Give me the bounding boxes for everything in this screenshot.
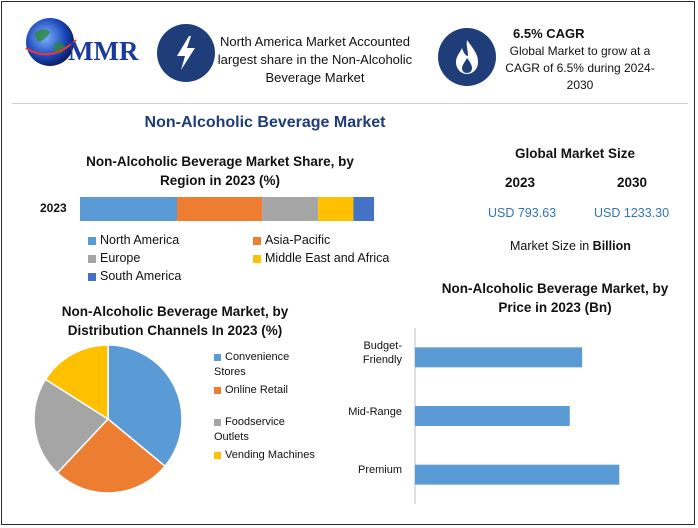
cagr-title: 6.5% CAGR <box>513 26 585 41</box>
legend-label: Foodservice Outlets <box>214 416 285 443</box>
price-bar <box>415 464 620 485</box>
legend-online-retail: Online Retail <box>214 383 314 398</box>
legend-south-america: South America <box>88 269 181 284</box>
region-bar-segment <box>353 197 374 221</box>
legend-label: Convenience Stores <box>214 351 290 378</box>
legend-label: Middle East and Africa <box>265 251 390 265</box>
pie-slice <box>44 344 109 421</box>
market-size-value-2: USD 1233.30 <box>594 206 670 220</box>
market-size-year-1: 2023 <box>505 175 536 190</box>
market-size-value-1: USD 793.63 <box>488 206 557 220</box>
legend-vending-machines: Vending Machines <box>214 448 334 463</box>
market-size-year-2: 2030 <box>617 175 648 190</box>
region-chart-category: 2023 <box>40 201 67 215</box>
legend-convenience-stores: Convenience Stores <box>214 350 314 380</box>
north-america-callout: North America Market Accounted largest s… <box>217 34 413 85</box>
cagr-text: Global Market to grow at a CAGR of 6.5% … <box>505 44 655 92</box>
globe-icon <box>25 18 77 66</box>
legend-asia-pacific: Asia-Pacific <box>253 233 330 248</box>
market-size-unit-prefix: Market Size in <box>510 239 593 253</box>
price-bar <box>415 347 583 368</box>
legend-swatch <box>214 386 221 394</box>
legend-swatch <box>214 418 221 426</box>
logo-text: MMR <box>68 36 139 66</box>
legend-label: South America <box>100 269 182 283</box>
region-bar-segment <box>318 197 354 221</box>
legend-swatch <box>253 236 261 245</box>
legend-mea: Middle East and Africa <box>253 251 389 266</box>
legend-swatch <box>88 254 96 263</box>
market-size-title: Global Market Size <box>514 146 636 161</box>
pie-slice <box>107 344 183 468</box>
market-size-unit-bold: Billion <box>592 239 631 253</box>
flame-icon <box>456 40 478 74</box>
flame-icon-badge <box>438 28 496 86</box>
region-bar-segment <box>80 197 178 221</box>
region-bar-segment <box>262 197 319 221</box>
price-category-label: Mid-Range <box>348 406 402 418</box>
pie-slice <box>33 378 110 475</box>
lightning-icon-badge <box>157 24 215 82</box>
region-bar-segment <box>177 197 263 221</box>
price-category-label: Premium <box>357 464 402 476</box>
region-stacked-bar <box>80 197 374 221</box>
region-chart-title: Non-Alcoholic Beverage Market Share, by … <box>86 154 354 188</box>
lightning-icon <box>177 36 195 70</box>
logo: MMR <box>20 14 145 74</box>
legend-label: Online Retail <box>225 384 288 396</box>
price-bar-chart <box>414 328 620 504</box>
legend-europe: Europe <box>88 251 140 266</box>
legend-swatch <box>88 272 96 281</box>
legend-label: Europe <box>100 251 141 265</box>
price-category-label: Budget-Friendly <box>362 340 402 366</box>
legend-label: Asia-Pacific <box>265 233 331 247</box>
price-bar <box>415 406 570 426</box>
legend-foodservice-outlets: Foodservice Outlets <box>214 415 314 445</box>
distribution-pie <box>33 344 183 494</box>
pie-slice <box>56 417 167 494</box>
header-divider <box>12 103 688 104</box>
legend-swatch <box>253 254 261 263</box>
main-title: Non-Alcoholic Beverage Market <box>144 114 386 131</box>
legend-north-america: North America <box>88 233 179 248</box>
legend-label: Vending Machines <box>225 449 315 461</box>
market-size-unit: Market Size in Billion <box>510 239 631 253</box>
legend-swatch <box>88 236 96 245</box>
legend-swatch <box>214 451 221 459</box>
distribution-chart-title: Non-Alcoholic Beverage Market, by Distri… <box>61 304 289 338</box>
legend-swatch <box>214 353 221 361</box>
price-chart-title: Non-Alcoholic Beverage Market, by Price … <box>441 281 669 315</box>
legend-label: North America <box>100 233 180 247</box>
